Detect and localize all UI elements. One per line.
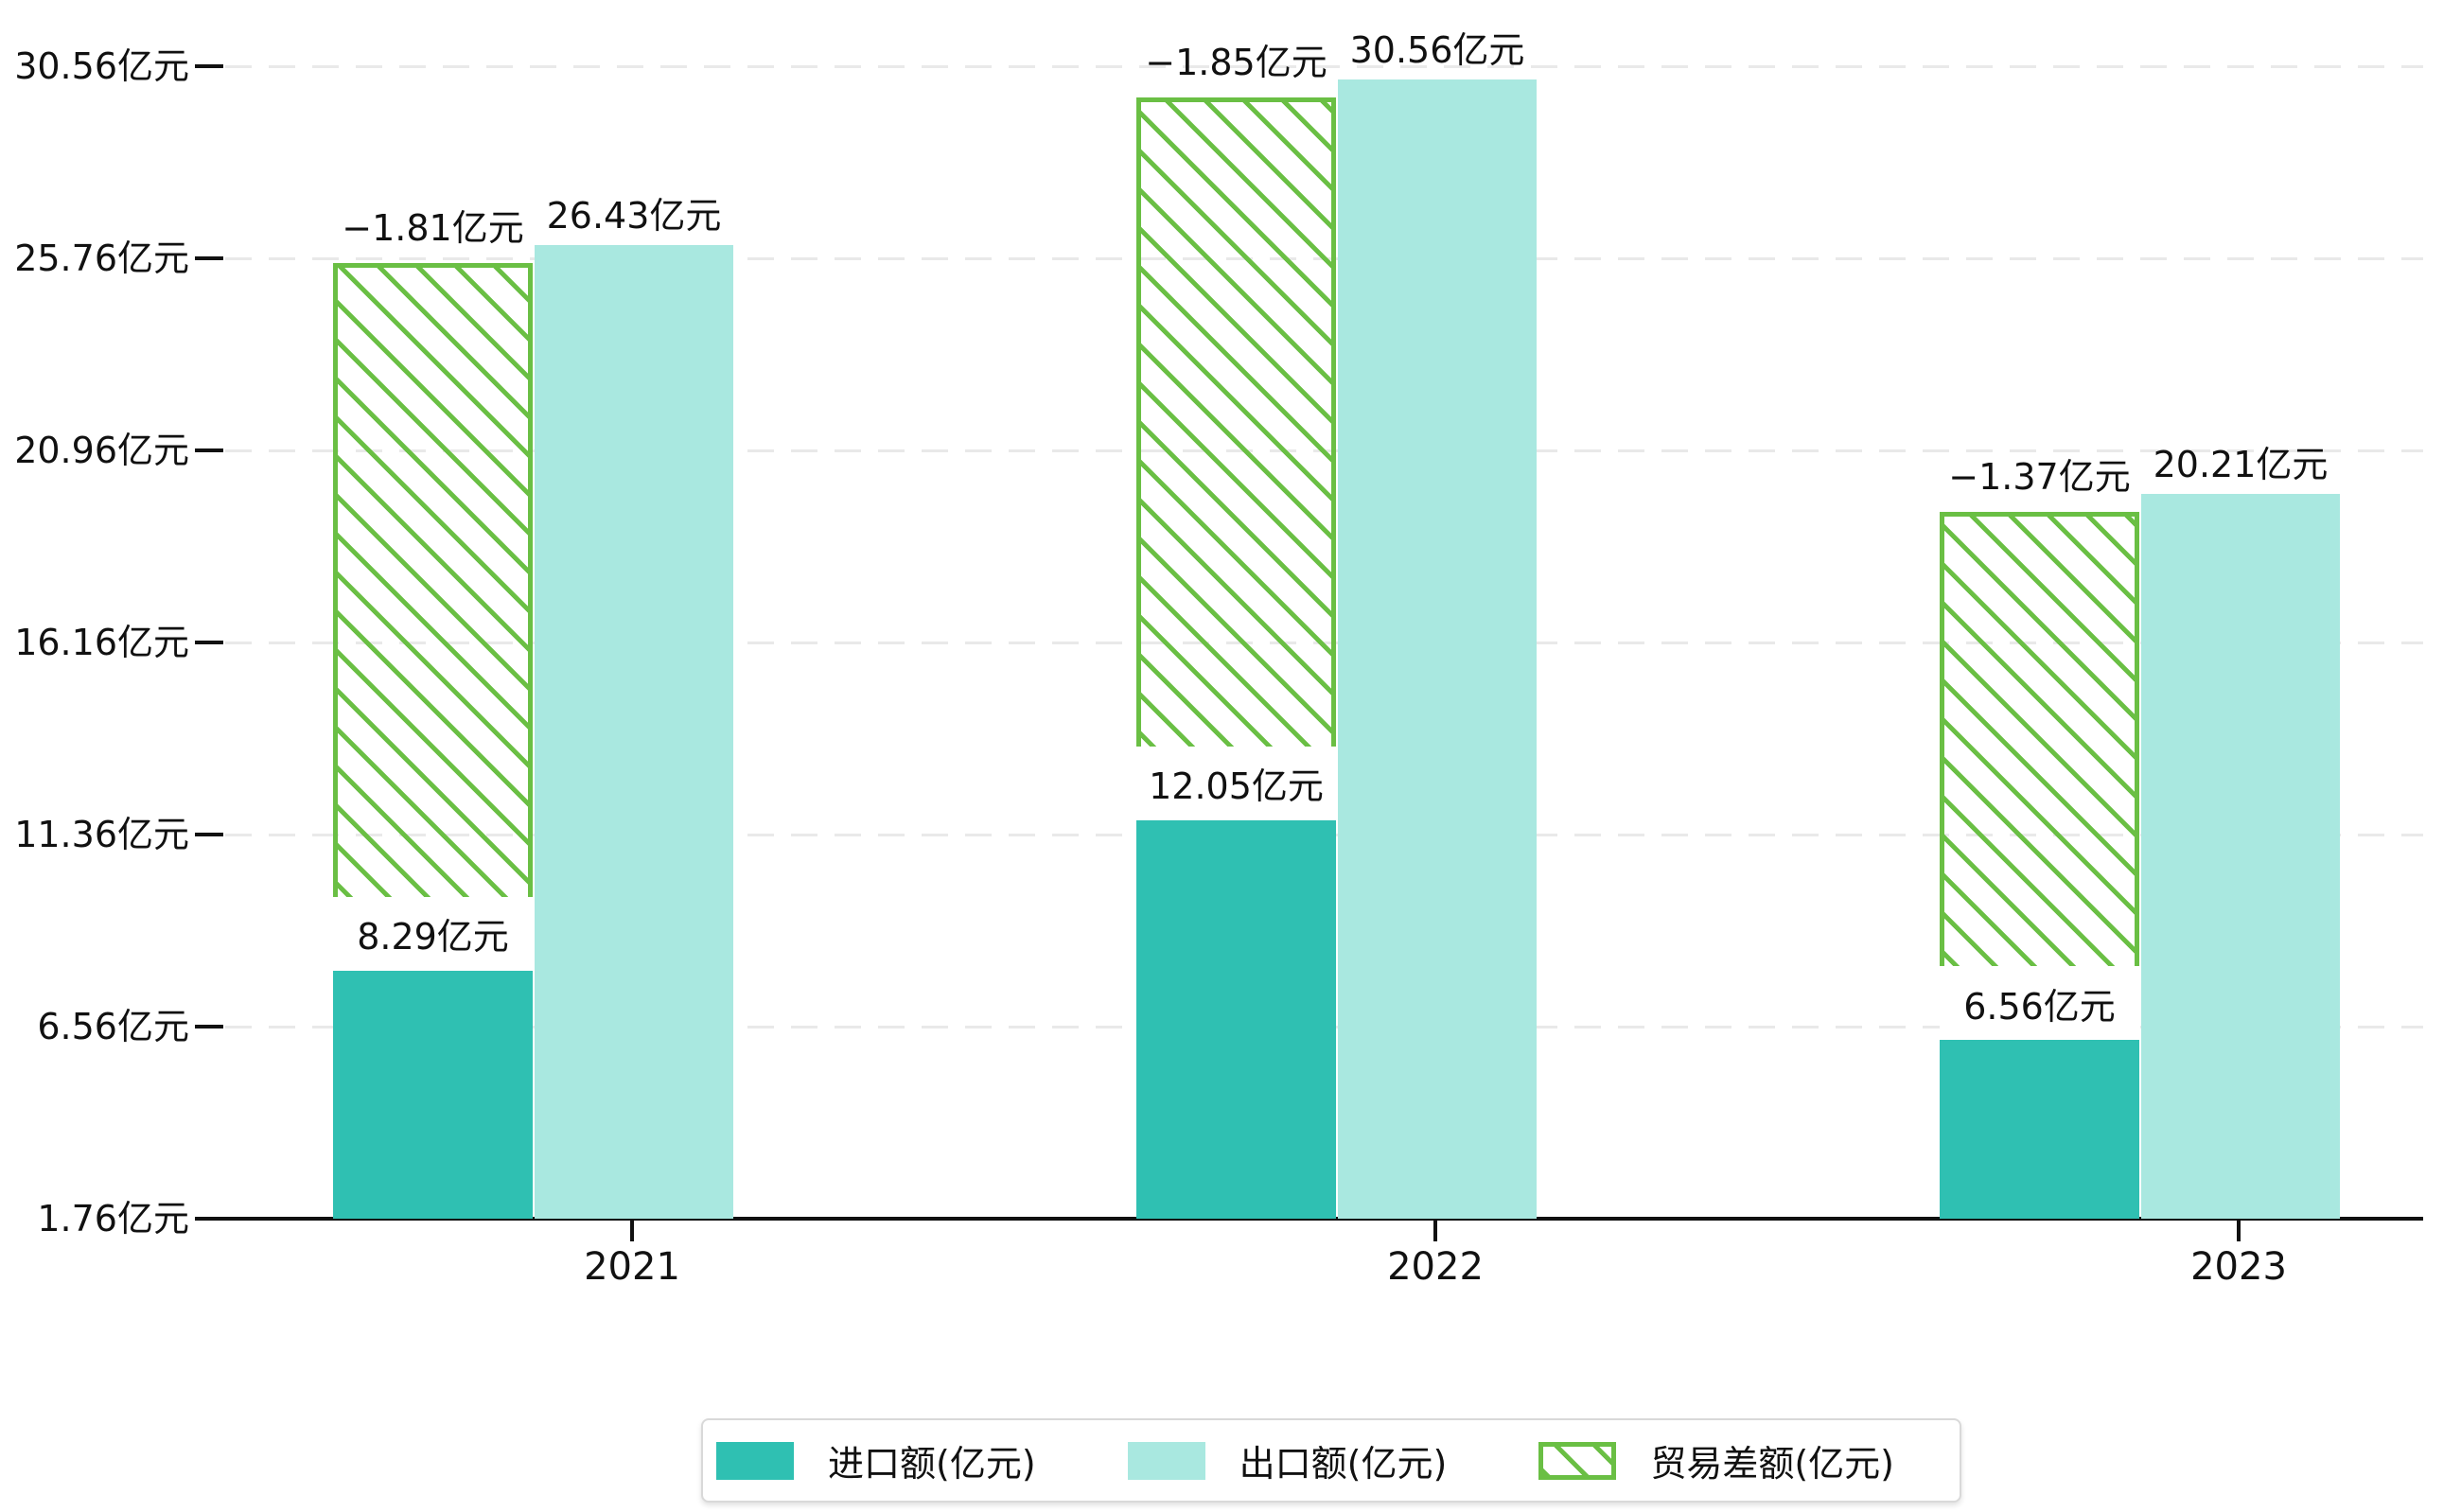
x-axis-tick-mark (1433, 1221, 1437, 1241)
y-axis-tick-label: 20.96亿元 (14, 430, 189, 471)
y-axis-tick-mark (195, 641, 223, 644)
x-axis-line (223, 1217, 2423, 1221)
y-axis-tick-mark (195, 256, 223, 260)
y-axis-tick-label: 6.56亿元 (37, 1006, 189, 1047)
export-data-label: 20.21亿元 (2153, 443, 2329, 485)
y-axis-tick-mark (195, 1217, 223, 1221)
export-bar (2141, 493, 2340, 1219)
legend-item-export: 出口额(亿元) (1127, 1434, 1448, 1486)
y-axis-tick-label: 1.76亿元 (37, 1198, 189, 1239)
import-bar (333, 970, 533, 1219)
export-data-label: 26.43亿元 (546, 194, 722, 237)
y-axis-tick-label: 16.16亿元 (14, 622, 189, 663)
x-axis-category-label: 2023 (2190, 1245, 2287, 1289)
trade-balance-data-label: −1.85亿元 (1145, 42, 1327, 83)
trade-balance-data-label: −1.37亿元 (1948, 455, 2131, 498)
y-axis-tick-mark (195, 833, 223, 836)
y-axis-tick-label: 11.36亿元 (14, 814, 189, 855)
trade-balance-bar (1940, 511, 2139, 1040)
import-bar (1136, 819, 1336, 1219)
x-axis-category-label: 2021 (584, 1245, 680, 1289)
y-axis-tick-label: 25.76亿元 (14, 237, 189, 279)
gridline (225, 65, 2423, 68)
legend-box: 进口额(亿元) 出口额(亿元) 贸易差额(亿元) (701, 1418, 1961, 1503)
x-axis-tick-mark (2237, 1221, 2241, 1241)
export-bar (535, 244, 733, 1219)
legend-label: 贸易差额(亿元) (1650, 1443, 1894, 1485)
import-data-label: 6.56亿元 (1940, 966, 2139, 1040)
legend-item-import: 进口额(亿元) (716, 1434, 1036, 1486)
trade-balance-bar (333, 262, 533, 971)
legend-swatch-trade-balance (1538, 1441, 1617, 1480)
y-axis-tick-label: 30.56亿元 (14, 45, 189, 87)
export-data-label: 30.56亿元 (1349, 29, 1525, 71)
trade-balance-bar (1136, 97, 1336, 820)
x-axis-tick-mark (630, 1221, 634, 1241)
legend-label: 进口额(亿元) (828, 1443, 1036, 1485)
x-axis-category-label: 2022 (1387, 1245, 1484, 1289)
legend-item-trade-balance: 贸易差额(亿元) (1538, 1434, 1894, 1486)
y-axis-tick-mark (195, 448, 223, 452)
import-data-label: 12.05亿元 (1136, 746, 1336, 820)
legend-label: 出口额(亿元) (1239, 1443, 1448, 1485)
import-data-label: 8.29亿元 (333, 896, 533, 971)
legend-swatch-export (1127, 1441, 1205, 1480)
import-bar (1940, 1040, 2139, 1219)
trade-balance-data-label: −1.81亿元 (342, 206, 524, 249)
y-axis-tick-mark (195, 1025, 223, 1029)
y-axis-tick-mark (195, 64, 223, 68)
export-bar (1338, 79, 1537, 1219)
legend-swatch-import (716, 1441, 794, 1480)
